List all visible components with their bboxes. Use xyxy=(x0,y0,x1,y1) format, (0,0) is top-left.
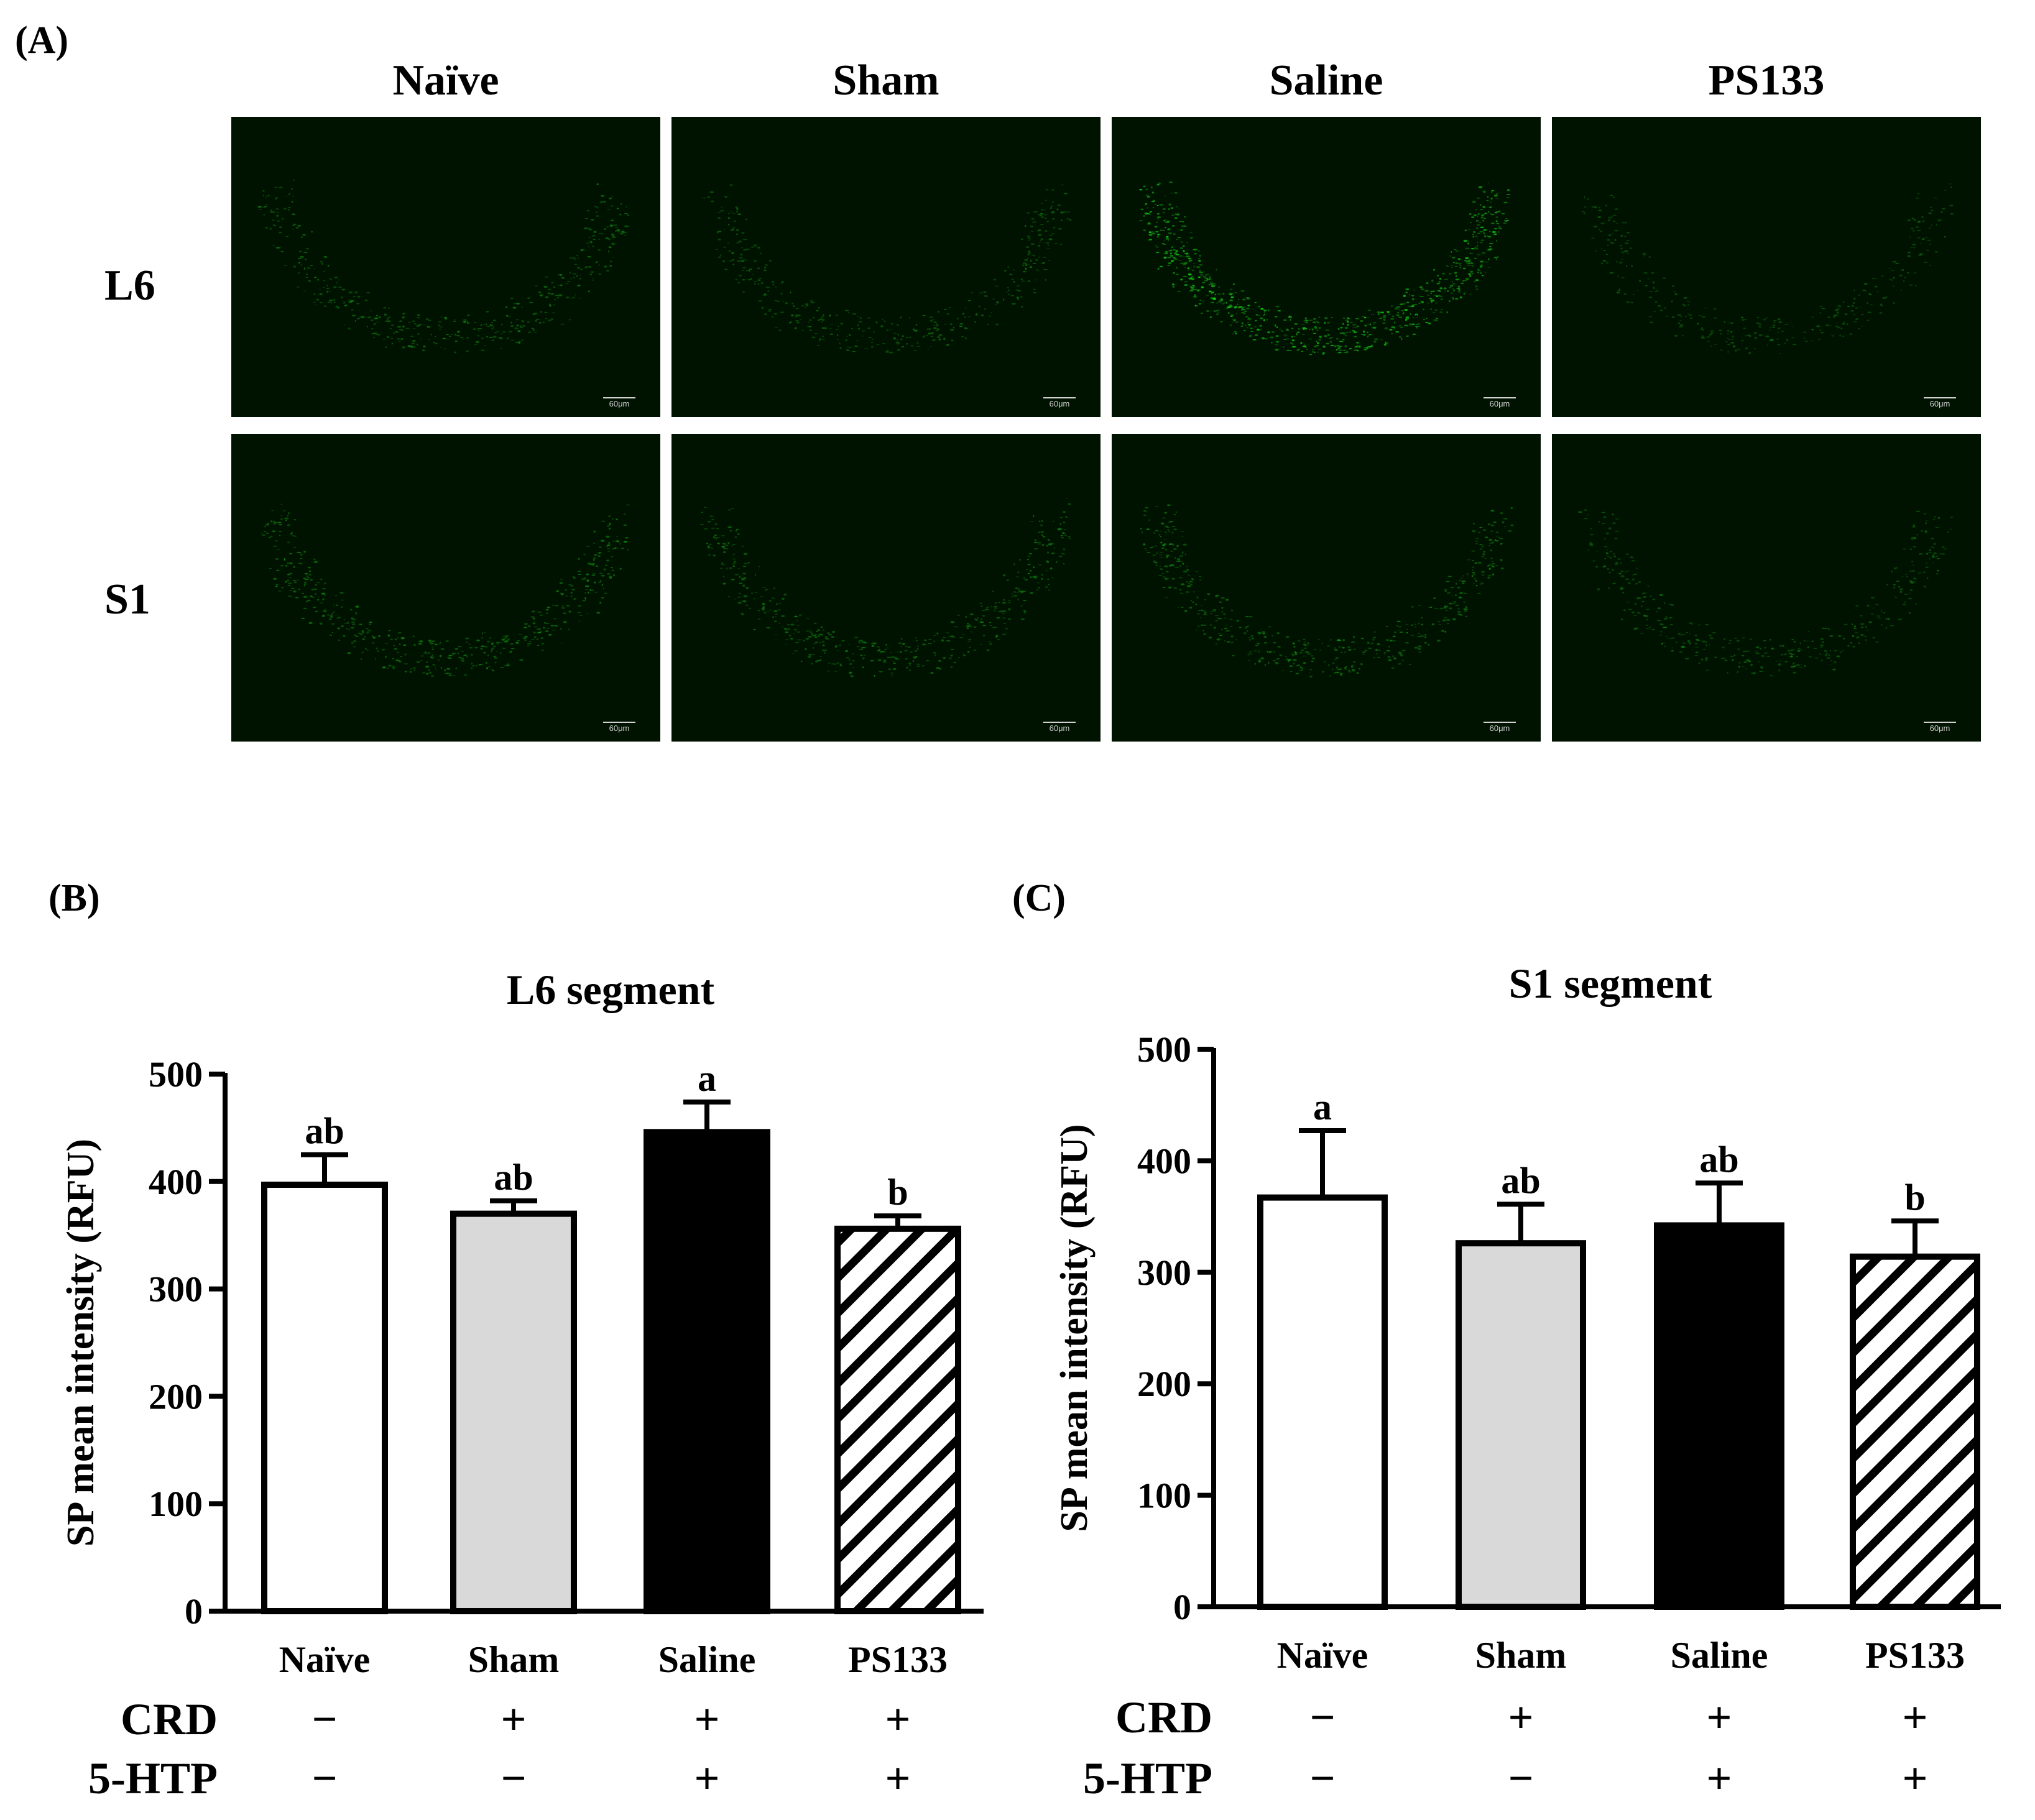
micrograph-row-label: S1 xyxy=(104,576,150,623)
chart-title: L6 segment xyxy=(507,966,715,1013)
treatment-symbol: − xyxy=(311,1694,337,1744)
scale-bar: 60μm xyxy=(1043,397,1076,408)
significance-label: ab xyxy=(305,1111,344,1152)
y-axis-label: SP mean intensity (RFU) xyxy=(60,1139,102,1547)
micrograph-column-label: Sham xyxy=(833,57,939,104)
panel-label-c: (C) xyxy=(1012,877,1066,919)
micrograph-image: 60μm xyxy=(1552,434,1981,742)
bar xyxy=(1850,1253,1980,1610)
micrograph-image: 60μm xyxy=(1112,434,1541,742)
y-tick-label: 400 xyxy=(1137,1141,1191,1181)
significance-label: ab xyxy=(494,1157,533,1198)
treatment-symbol: − xyxy=(311,1753,337,1803)
chart-l6-segment: L6 segment SP mean intensity (RFU) 0 100 200… xyxy=(60,966,984,1803)
x-tick-label: Sham xyxy=(468,1639,560,1680)
bar xyxy=(1456,1240,1586,1610)
x-tick-label: Sham xyxy=(1475,1635,1567,1676)
micrograph-column-label: PS133 xyxy=(1708,57,1825,104)
micrograph-column-label: Saline xyxy=(1269,57,1383,104)
micrograph-column-label: Naïve xyxy=(392,57,499,104)
bar xyxy=(1654,1222,1784,1610)
treatment-label: 5-HTP xyxy=(88,1753,218,1803)
treatment-label: 5-HTP xyxy=(1083,1753,1212,1803)
scale-bar: 60μm xyxy=(1484,397,1516,408)
bar xyxy=(834,1225,961,1615)
bar xyxy=(1257,1194,1388,1611)
y-tick-label: 200 xyxy=(149,1376,203,1417)
significance-label: a xyxy=(1313,1087,1332,1128)
scale-bar: 60μm xyxy=(1484,722,1516,733)
treatment-symbol: − xyxy=(1309,1753,1335,1803)
y-tick-label: 500 xyxy=(149,1054,203,1095)
treatment-symbol: + xyxy=(694,1694,719,1744)
bar xyxy=(261,1181,388,1614)
treatment-symbol: + xyxy=(1508,1693,1533,1742)
y-tick-label: 100 xyxy=(1137,1476,1191,1516)
treatment-symbol: + xyxy=(1902,1693,1927,1742)
chart-title: S1 segment xyxy=(1509,960,1712,1007)
scale-bar: 60μm xyxy=(603,397,635,408)
y-tick-label: 0 xyxy=(1173,1587,1191,1627)
panel-label-b: (B) xyxy=(48,877,100,919)
y-tick-label: 100 xyxy=(149,1484,203,1524)
micrograph-image: 60μm xyxy=(1552,117,1981,417)
y-tick-label: 0 xyxy=(185,1591,203,1632)
significance-label: ab xyxy=(1501,1160,1540,1201)
significance-label: a xyxy=(698,1058,716,1099)
treatment-symbol: + xyxy=(885,1694,910,1744)
treatment-symbol: + xyxy=(1706,1753,1732,1803)
significance-label: b xyxy=(1904,1177,1925,1218)
x-tick-label: Naïve xyxy=(1277,1635,1368,1676)
y-axis-label: SP mean intensity (RFU) xyxy=(1053,1124,1096,1532)
treatment-label: CRD xyxy=(1115,1693,1212,1742)
micrograph-image: 60μm xyxy=(671,117,1101,417)
y-tick-label: 200 xyxy=(1137,1364,1191,1404)
y-tick-label: 300 xyxy=(149,1269,203,1310)
y-tick-label: 300 xyxy=(1137,1252,1191,1293)
panel-label-a: (A) xyxy=(15,19,69,62)
scale-bar: 60μm xyxy=(1924,722,1956,733)
scale-bar: 60μm xyxy=(603,722,635,733)
x-tick-label: Saline xyxy=(658,1639,756,1680)
micrograph-image: 60μm xyxy=(231,434,660,742)
treatment-symbol: − xyxy=(1508,1753,1533,1803)
treatment-symbol: − xyxy=(1309,1693,1335,1742)
micrograph-image: 60μm xyxy=(231,117,660,417)
x-tick-label: Naïve xyxy=(279,1639,371,1680)
micrograph-row-label: L6 xyxy=(104,262,155,310)
y-tick-label: 500 xyxy=(1137,1029,1191,1070)
micrograph-image: 60μm xyxy=(671,434,1101,742)
treatment-symbol: + xyxy=(694,1753,719,1803)
y-tick-label: 400 xyxy=(149,1162,203,1202)
significance-label: b xyxy=(887,1172,908,1213)
micrograph-image: 60μm xyxy=(1112,117,1541,417)
treatment-symbol: + xyxy=(885,1753,910,1803)
treatment-symbol: + xyxy=(1902,1753,1927,1803)
treatment-symbol: − xyxy=(501,1753,526,1803)
scale-bar: 60μm xyxy=(1043,722,1076,733)
scale-bar: 60μm xyxy=(1924,397,1956,408)
bar xyxy=(644,1129,770,1614)
treatment-label: CRD xyxy=(121,1694,218,1744)
x-tick-label: Saline xyxy=(1671,1635,1768,1676)
treatment-symbol: + xyxy=(1706,1693,1732,1742)
x-tick-label: PS133 xyxy=(848,1639,948,1680)
bar xyxy=(450,1210,577,1614)
treatment-symbol: + xyxy=(501,1694,526,1744)
x-tick-label: PS133 xyxy=(1865,1635,1965,1676)
significance-label: ab xyxy=(1699,1139,1738,1180)
